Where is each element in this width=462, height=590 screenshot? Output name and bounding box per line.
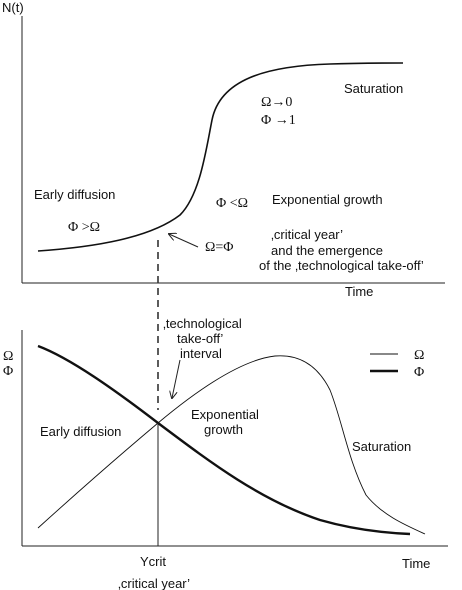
top-early-diffusion-label: Early diffusion [34,187,115,202]
takeoff-label-line3: interval [180,346,222,361]
takeoff-arrow [172,359,181,398]
bottom-early-diffusion-label: Early diffusion [40,424,121,439]
omega-to-zero-label: Ω→0 [261,95,292,110]
bottom-x-axis-label: Time [402,556,430,571]
bottom-y-axis-label-omega: Ω [3,349,13,364]
top-saturation-label: Saturation [344,81,403,96]
bottom-y-axis-label-phi: Φ [3,364,13,379]
critical-year-line2: and the emergence [271,243,383,258]
phi-less-omega-label: Φ <Ω [216,196,248,211]
phi-curve [37,344,411,536]
critical-point-arrow [169,234,199,248]
phi-greater-omega-label: Φ >Ω [68,220,100,235]
bottom-exponential-line1: Exponential [191,407,259,422]
critical-year-label: ‚critical year’ [118,576,190,590]
takeoff-label-line2: take-off’ [177,331,223,346]
diffusion-s-curve [37,62,404,252]
critical-year-line3: of the ‚technological take-off’ [259,258,424,273]
phi-to-one-label: Φ →1 [261,113,296,128]
bottom-saturation-label: Saturation [352,439,411,454]
top-y-axis-label: N(t) [2,0,24,15]
takeoff-label-line1: ‚technological [163,316,242,331]
top-x-axis-label: Time [345,284,373,299]
legend-omega-label: Ω [414,348,424,363]
top-panel: N(t) Time Saturation Ω→0 Φ →1 Early diff… [2,0,445,410]
omega-curve [37,355,426,535]
omega-equals-phi-label: Ω=Φ [205,240,234,255]
top-exponential-growth-label: Exponential growth [272,192,383,207]
bottom-panel: Ω Φ Time ‚technological take-off’ interv… [3,316,448,590]
ycrit-label: Ycrit [140,554,166,569]
bottom-exponential-line2: growth [204,422,243,437]
critical-year-line1: ‚critical year’ [271,227,343,242]
legend-phi-label: Φ [414,365,424,380]
